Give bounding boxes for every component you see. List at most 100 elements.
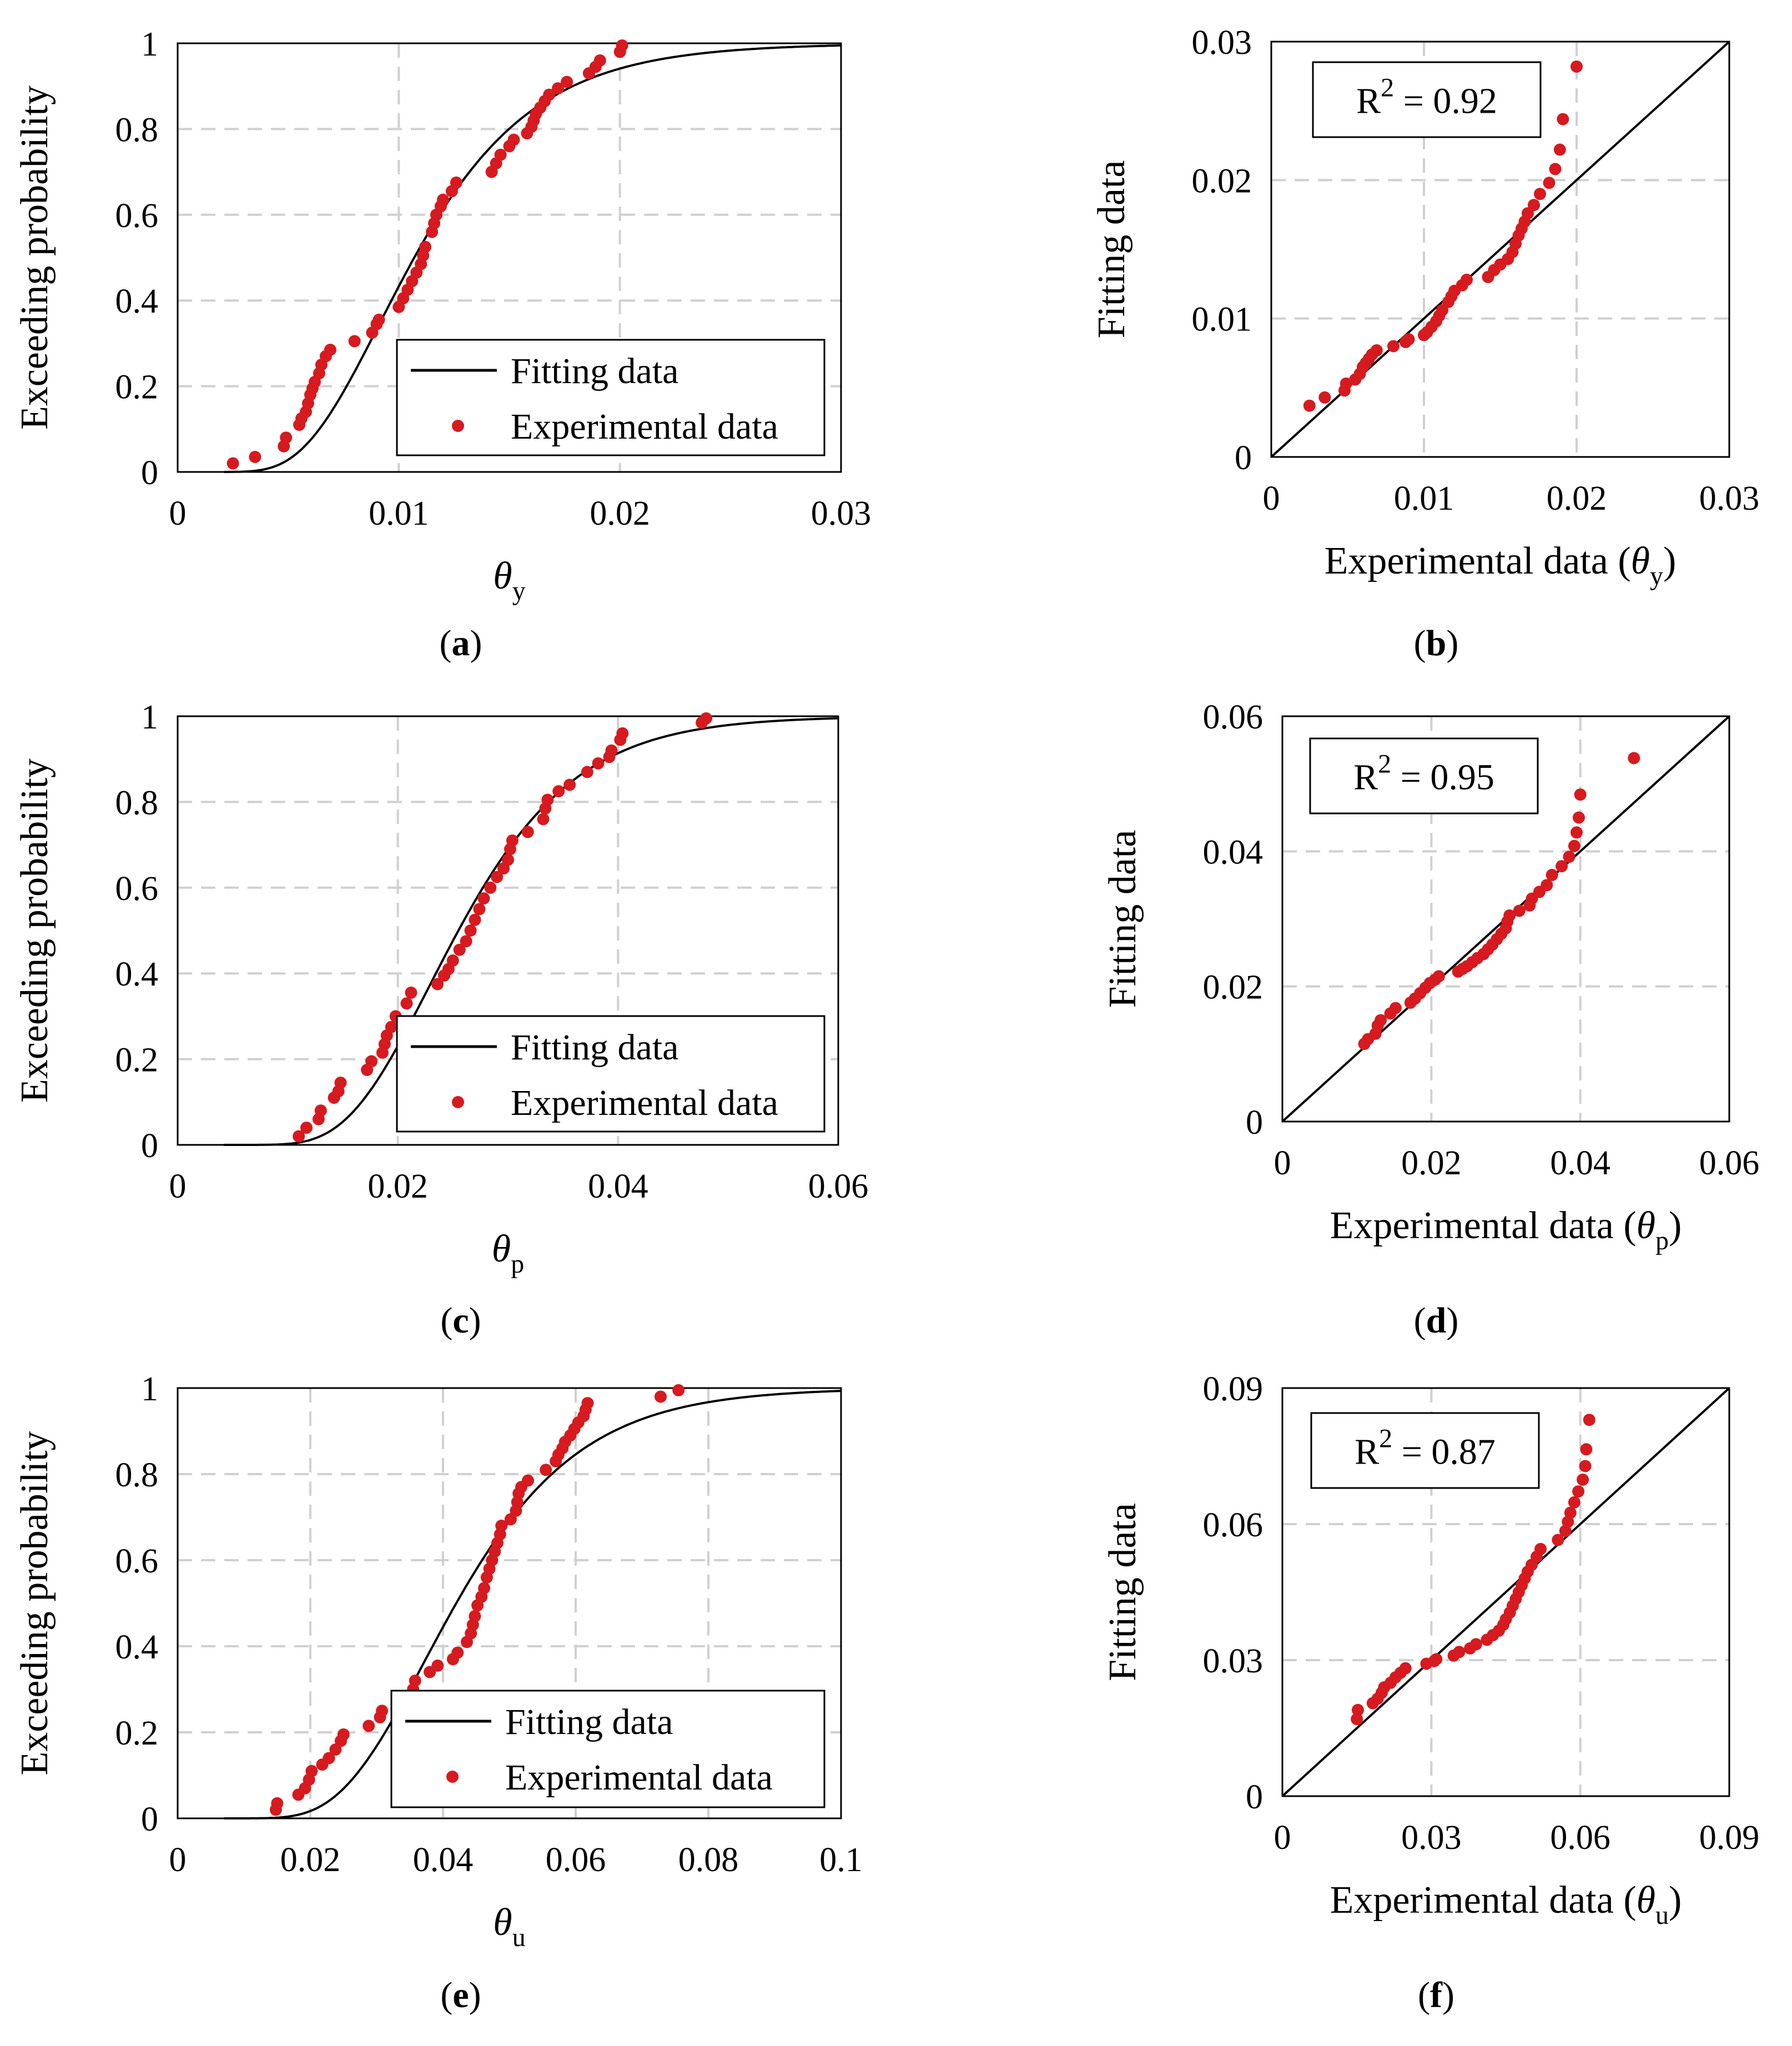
plot-frame bbox=[177, 715, 839, 1146]
y-tick-label: 0.8 bbox=[115, 784, 159, 822]
x-tick-label: 0.03 bbox=[1401, 1819, 1462, 1857]
chart-panel-a: 0 0.01 0.02 0.03 0 0.2 0.4 0.6 0.8 1 Exceeding pro… bbox=[13, 26, 871, 663]
x-tick-label: 0 bbox=[169, 1841, 187, 1879]
data-point bbox=[540, 1464, 552, 1476]
data-point bbox=[464, 924, 477, 937]
r-squared-text: R2 = 0.87 bbox=[1355, 1424, 1496, 1472]
legend-box bbox=[396, 339, 825, 456]
y-tick-label: 0.02 bbox=[1203, 969, 1264, 1007]
data-point bbox=[506, 834, 519, 847]
x-tick-label: 0.1 bbox=[819, 1841, 863, 1879]
data-point bbox=[1570, 826, 1583, 839]
legend-marker-swatch bbox=[452, 420, 464, 432]
data-point bbox=[469, 1610, 481, 1622]
fitting-curve bbox=[224, 717, 839, 1146]
x-tick-label: 0.06 bbox=[1550, 1819, 1610, 1857]
data-point bbox=[1387, 340, 1400, 353]
data-point bbox=[405, 986, 417, 999]
x-tick-label: 0.01 bbox=[1394, 480, 1454, 517]
data-point bbox=[348, 335, 361, 348]
x-tick-label: 0.08 bbox=[678, 1841, 739, 1879]
data-point bbox=[365, 1055, 378, 1068]
legend-marker-swatch bbox=[452, 1096, 464, 1108]
data-point bbox=[1340, 377, 1352, 390]
data-point bbox=[300, 1122, 313, 1134]
data-point bbox=[446, 954, 459, 967]
y-tick-label: 0.03 bbox=[1203, 1642, 1264, 1680]
chart-panel-b: 0 0.01 0.02 0.03 0 0.01 0.02 0.03 Fitting data Ex… bbox=[1090, 24, 1759, 663]
y-tick-label: 0.6 bbox=[115, 197, 159, 235]
data-point bbox=[271, 1797, 284, 1809]
y-tick-label: 0.8 bbox=[115, 111, 159, 149]
data-point bbox=[1461, 273, 1473, 286]
y-tick-label: 0.2 bbox=[115, 1715, 159, 1752]
x-tick-label: 0.02 bbox=[1401, 1144, 1462, 1182]
data-point bbox=[1574, 788, 1587, 801]
r-squared-annotation: R2 = 0.87 bbox=[1310, 1412, 1540, 1489]
data-point bbox=[605, 744, 618, 757]
reference-line bbox=[1281, 1387, 1730, 1797]
data-point bbox=[1570, 60, 1583, 73]
data-point bbox=[1553, 143, 1566, 156]
data-point bbox=[1577, 1474, 1589, 1486]
x-tick-label: 0.04 bbox=[588, 1168, 648, 1205]
x-tick-label: 0.06 bbox=[1699, 1144, 1760, 1182]
y-tick-label: 0.01 bbox=[1192, 301, 1252, 339]
r-squared-annotation: R2 = 0.92 bbox=[1312, 61, 1542, 138]
data-point bbox=[460, 935, 472, 948]
x-tick-label: 0.06 bbox=[546, 1841, 606, 1879]
x-tick-label: 0.04 bbox=[1550, 1144, 1610, 1182]
y-tick-label: 0.4 bbox=[115, 1628, 159, 1666]
legend-label-experimental: Experimental data bbox=[511, 1083, 778, 1123]
data-point bbox=[593, 54, 606, 67]
data-point bbox=[1557, 113, 1569, 125]
data-point bbox=[592, 757, 605, 770]
r-squared-annotation: R2 = 0.95 bbox=[1309, 737, 1539, 815]
x-tick-label: 0 bbox=[1274, 1144, 1291, 1182]
y-tick-label: 0.03 bbox=[1192, 24, 1252, 62]
x-tick-label: 0.01 bbox=[369, 495, 429, 532]
y-tick-label: 0.09 bbox=[1203, 1370, 1264, 1408]
y-tick-label: 1 bbox=[141, 26, 158, 63]
panel-label: (e) bbox=[440, 1975, 481, 2015]
r-squared-text: R2 = 0.92 bbox=[1356, 73, 1497, 122]
data-point bbox=[478, 1582, 491, 1595]
data-point bbox=[314, 1104, 327, 1117]
data-point bbox=[1402, 333, 1415, 346]
data-point bbox=[494, 148, 507, 161]
y-tick-label: 0.6 bbox=[115, 1542, 159, 1580]
data-point bbox=[409, 1675, 421, 1687]
y-tick-label: 0.04 bbox=[1203, 833, 1264, 871]
data-point bbox=[1628, 752, 1640, 765]
plot-frame bbox=[177, 42, 842, 473]
x-tick-label: 0.03 bbox=[811, 495, 872, 532]
data-point bbox=[1552, 1534, 1564, 1546]
x-tick-label: 0.09 bbox=[1699, 1819, 1760, 1857]
x-tick-label: 0.06 bbox=[808, 1168, 869, 1205]
r-squared-box bbox=[1309, 737, 1539, 815]
data-point bbox=[1303, 399, 1316, 412]
data-point bbox=[491, 871, 504, 883]
data-point bbox=[672, 1384, 685, 1396]
y-tick-label: 0.8 bbox=[115, 1456, 159, 1494]
data-point bbox=[450, 176, 462, 189]
data-point bbox=[1528, 199, 1540, 212]
y-tick-label: 0 bbox=[1246, 1104, 1263, 1142]
data-point bbox=[249, 451, 261, 463]
x-axis-label: θy bbox=[493, 555, 525, 606]
data-point bbox=[563, 778, 576, 791]
data-point bbox=[1563, 851, 1575, 863]
data-point bbox=[1549, 163, 1562, 175]
data-point bbox=[1568, 839, 1580, 852]
legend-label-fitting: Fitting data bbox=[511, 1027, 678, 1068]
data-point bbox=[453, 943, 466, 956]
data-point bbox=[616, 727, 629, 740]
y-tick-label: 0.06 bbox=[1203, 1506, 1264, 1544]
data-point bbox=[1513, 904, 1526, 917]
panel-label: (d) bbox=[1414, 1300, 1459, 1341]
data-point bbox=[1534, 188, 1546, 200]
legend-label-fitting: Fitting data bbox=[505, 1702, 673, 1742]
data-point bbox=[477, 892, 490, 905]
legend: Fitting data Experimental data bbox=[396, 339, 825, 456]
y-axis-label: Exceeding probability bbox=[13, 1431, 56, 1775]
